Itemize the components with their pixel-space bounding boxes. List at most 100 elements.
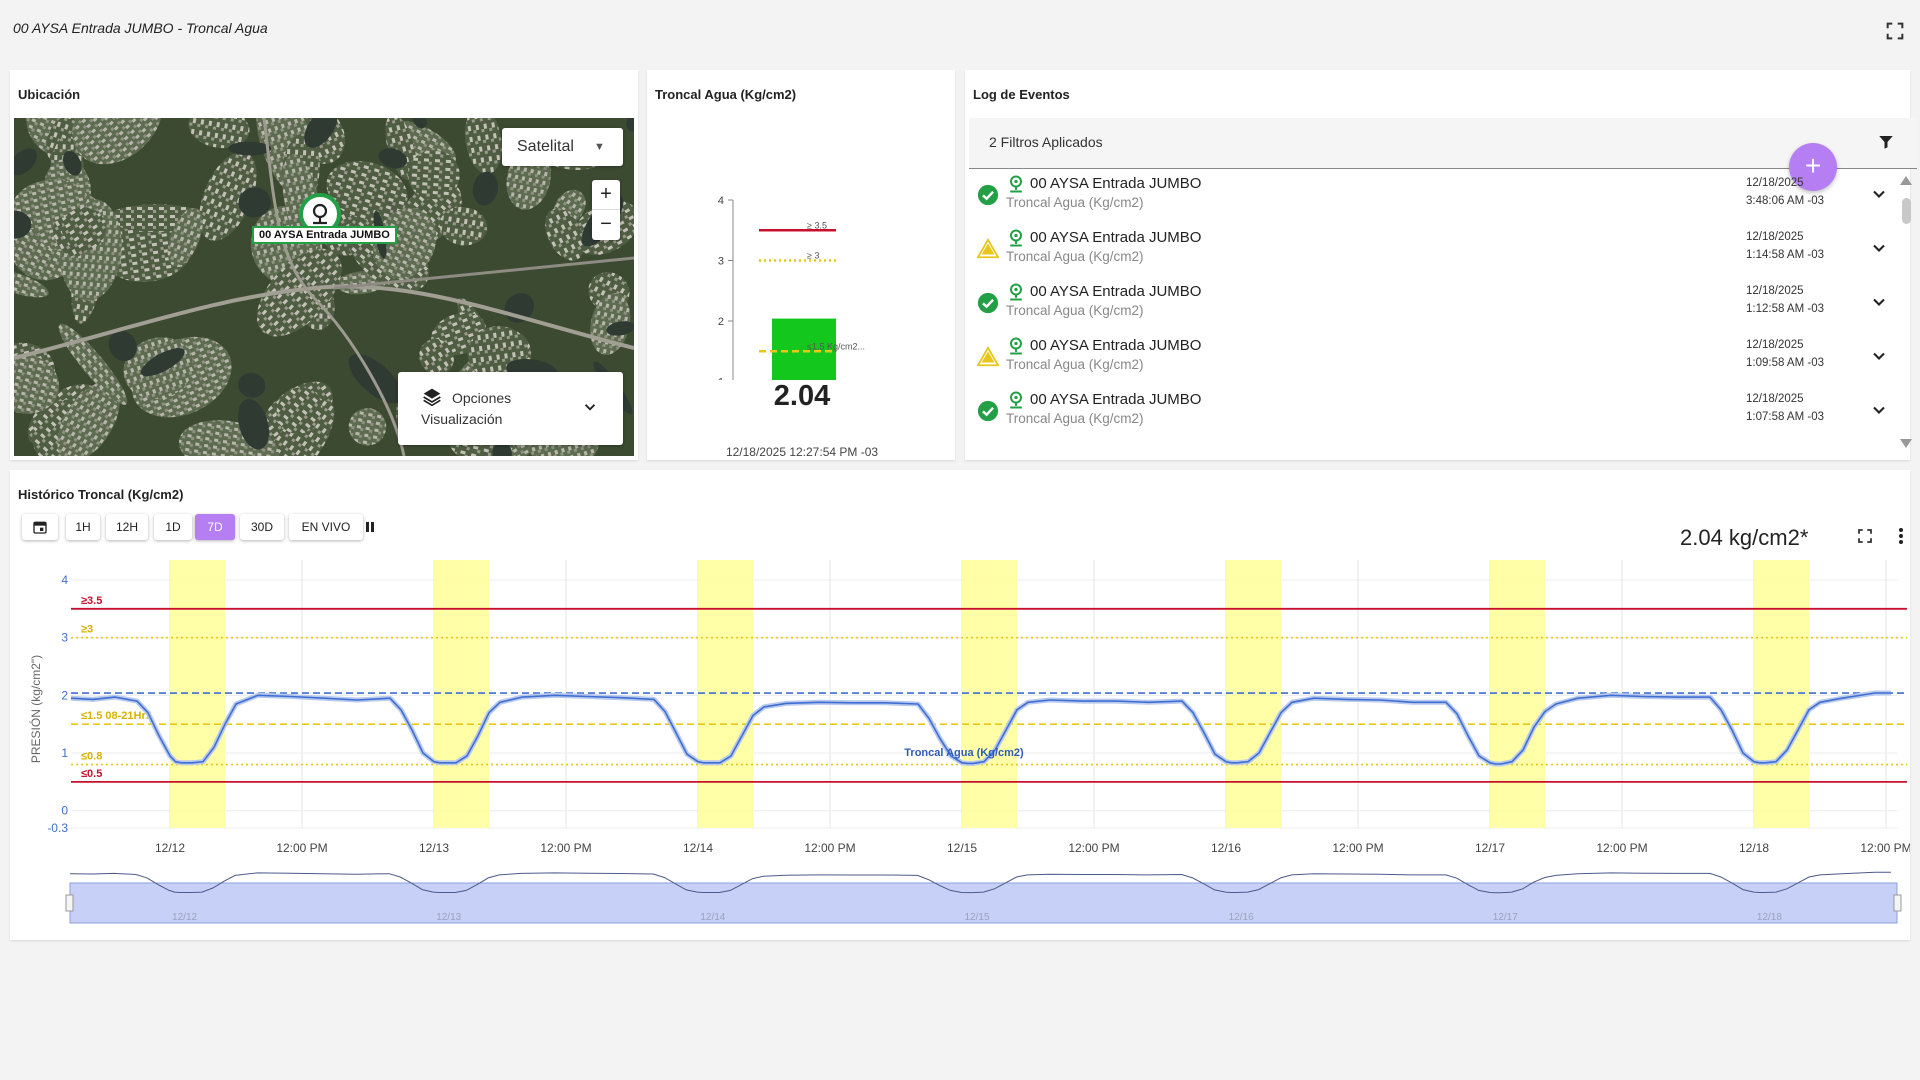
- range-7d-button[interactable]: 7D: [195, 514, 235, 540]
- range-1h-button[interactable]: 1H: [66, 514, 100, 540]
- map-marker-label[interactable]: 00 AYSA Entrada JUMBO: [252, 226, 397, 244]
- history-card: Histórico Troncal (Kg/cm2) 1H 12H 1D 7D …: [10, 470, 1910, 940]
- navigator-window: [69, 882, 1898, 924]
- night-band: [170, 560, 225, 828]
- history-card-title: Histórico Troncal (Kg/cm2): [18, 487, 184, 502]
- map-imagery[interactable]: [14, 118, 634, 456]
- map-lagoon: [472, 171, 499, 206]
- navigator-label: 12/17: [1493, 912, 1518, 923]
- map-neighborhood: [407, 150, 460, 200]
- series-line: [70, 692, 1891, 765]
- map-lagoon: [14, 148, 37, 176]
- warning-icon: [977, 238, 999, 259]
- scroll-down-icon[interactable]: [1899, 438, 1913, 450]
- map-lagoon: [492, 442, 512, 456]
- event-subtitle: Troncal Agua (Kg/cm2): [1006, 249, 1144, 264]
- event-row[interactable]: 00 AYSA Entrada JUMBO Troncal Agua (Kg/cm…: [969, 334, 1894, 388]
- x-tick-label: 12/14: [683, 841, 713, 855]
- map-lagoon: [238, 187, 271, 218]
- map-neighborhood: [14, 267, 49, 298]
- range-12h-button[interactable]: 12H: [106, 514, 148, 540]
- map-lagoon: [626, 118, 634, 132]
- x-tick-label: 12:00 PM: [1068, 841, 1119, 855]
- view-options-dropdown[interactable]: Opciones Visualización: [398, 372, 623, 445]
- expand-chevron-icon[interactable]: [1869, 238, 1889, 258]
- threshold-label: ≤0.5: [81, 768, 102, 780]
- expand-chevron-icon[interactable]: [1869, 292, 1889, 312]
- gauge-card-title: Troncal Agua (Kg/cm2): [655, 87, 797, 102]
- x-tick-label: 12:00 PM: [1596, 841, 1647, 855]
- zoom-in-button[interactable]: +: [592, 180, 620, 210]
- event-time: 1:07:58 AM -03: [1746, 411, 1824, 423]
- x-tick-label: 12:00 PM: [804, 841, 855, 855]
- filter-icon[interactable]: [1877, 133, 1895, 151]
- zoom-out-button[interactable]: −: [600, 213, 612, 235]
- location-pin-icon: [1010, 391, 1022, 409]
- map-neighborhood: [419, 338, 454, 376]
- event-time: 3:48:06 AM -03: [1746, 195, 1824, 207]
- event-date: 12/18/2025: [1746, 285, 1804, 297]
- event-log-card: Log de Eventos 2 Filtros Aplicados + 00 …: [965, 70, 1917, 460]
- night-band: [1226, 560, 1281, 828]
- navigator-handle-left[interactable]: [65, 894, 74, 912]
- view-options-label-1: Opciones: [452, 390, 512, 406]
- fullscreen-icon[interactable]: [1884, 20, 1906, 42]
- map-lagoon: [606, 321, 634, 336]
- series-halo: [70, 690, 1891, 767]
- satellite-map[interactable]: Satelital ▼ + − 00 AYSA Entrada JUMBO Op…: [14, 118, 634, 456]
- map-layer-label: Satelital: [517, 138, 574, 155]
- more-vert-icon[interactable]: [1892, 526, 1910, 546]
- event-row[interactable]: 00 AYSA Entrada JUMBO Troncal Agua (Kg/cm…: [969, 172, 1894, 226]
- navigator-label: 12/16: [1229, 912, 1254, 923]
- x-tick-label: 12/13: [419, 841, 449, 855]
- gauge-tick-label: 1: [718, 377, 724, 381]
- navigator-label: 12/14: [700, 912, 725, 923]
- event-subtitle: Troncal Agua (Kg/cm2): [1006, 357, 1144, 372]
- navigator-handle-right[interactable]: [1893, 894, 1902, 912]
- event-date: 12/18/2025: [1746, 231, 1804, 243]
- x-tick-label: 12:00 PM: [1860, 841, 1910, 855]
- map-neighborhood: [256, 248, 342, 337]
- event-row[interactable]: 00 AYSA Entrada JUMBO Troncal Agua (Kg/cm…: [969, 388, 1894, 442]
- navigator-label: 12/12: [172, 912, 197, 923]
- scroll-up-icon[interactable]: [1899, 174, 1913, 186]
- zoom-control: + −: [592, 180, 620, 240]
- range-30d-button[interactable]: 30D: [240, 514, 284, 540]
- event-date: 12/18/2025: [1746, 177, 1804, 189]
- gauge-timestamp: 12/18/2025 12:27:54 PM -03: [725, 445, 879, 459]
- map-lagoon: [238, 372, 266, 398]
- chart-fullscreen-icon[interactable]: [1856, 527, 1874, 545]
- view-options-label-2: Visualización: [421, 411, 503, 427]
- event-subtitle: Troncal Agua (Kg/cm2): [1006, 195, 1144, 210]
- top-bar: 00 AYSA Entrada JUMBO - Troncal Agua: [0, 0, 1920, 58]
- map-lagoon: [378, 148, 408, 169]
- range-1d-button[interactable]: 1D: [154, 514, 192, 540]
- event-subtitle: Troncal Agua (Kg/cm2): [1006, 303, 1144, 318]
- date-picker-button[interactable]: [22, 514, 58, 540]
- night-band: [434, 560, 489, 828]
- map-neighborhood: [199, 151, 257, 241]
- event-row[interactable]: 00 AYSA Entrada JUMBO Troncal Agua (Kg/cm…: [969, 226, 1894, 280]
- event-row[interactable]: 00 AYSA Entrada JUMBO Troncal Agua (Kg/cm…: [969, 280, 1894, 334]
- map-layer-select[interactable]: Satelital ▼: [502, 128, 623, 166]
- map-neighborhood: [276, 387, 323, 434]
- expand-chevron-icon[interactable]: [1869, 346, 1889, 366]
- filters-bar[interactable]: 2 Filtros Aplicados: [969, 118, 1917, 169]
- x-tick-label: 12:00 PM: [1332, 841, 1383, 855]
- pause-icon[interactable]: [363, 520, 377, 534]
- y-tick-label: 4: [61, 573, 68, 587]
- expand-chevron-icon[interactable]: [1869, 184, 1889, 204]
- range-live-button[interactable]: EN VIVO: [289, 514, 363, 540]
- page-title: 00 AYSA Entrada JUMBO - Troncal Agua: [13, 20, 268, 36]
- expand-chevron-icon[interactable]: [1869, 400, 1889, 420]
- add-event-button[interactable]: +: [1789, 143, 1837, 191]
- location-card: Ubicación Satelital: [10, 70, 638, 460]
- night-band: [962, 560, 1017, 828]
- threshold-label: ≤1.5 08-21Hrs: [81, 710, 152, 722]
- scrollbar-thumb[interactable]: [1902, 198, 1911, 224]
- x-tick-label: 12/18: [1739, 841, 1769, 855]
- event-list: 00 AYSA Entrada JUMBO Troncal Agua (Kg/cm…: [969, 172, 1894, 452]
- location-pin-icon: [1010, 175, 1022, 193]
